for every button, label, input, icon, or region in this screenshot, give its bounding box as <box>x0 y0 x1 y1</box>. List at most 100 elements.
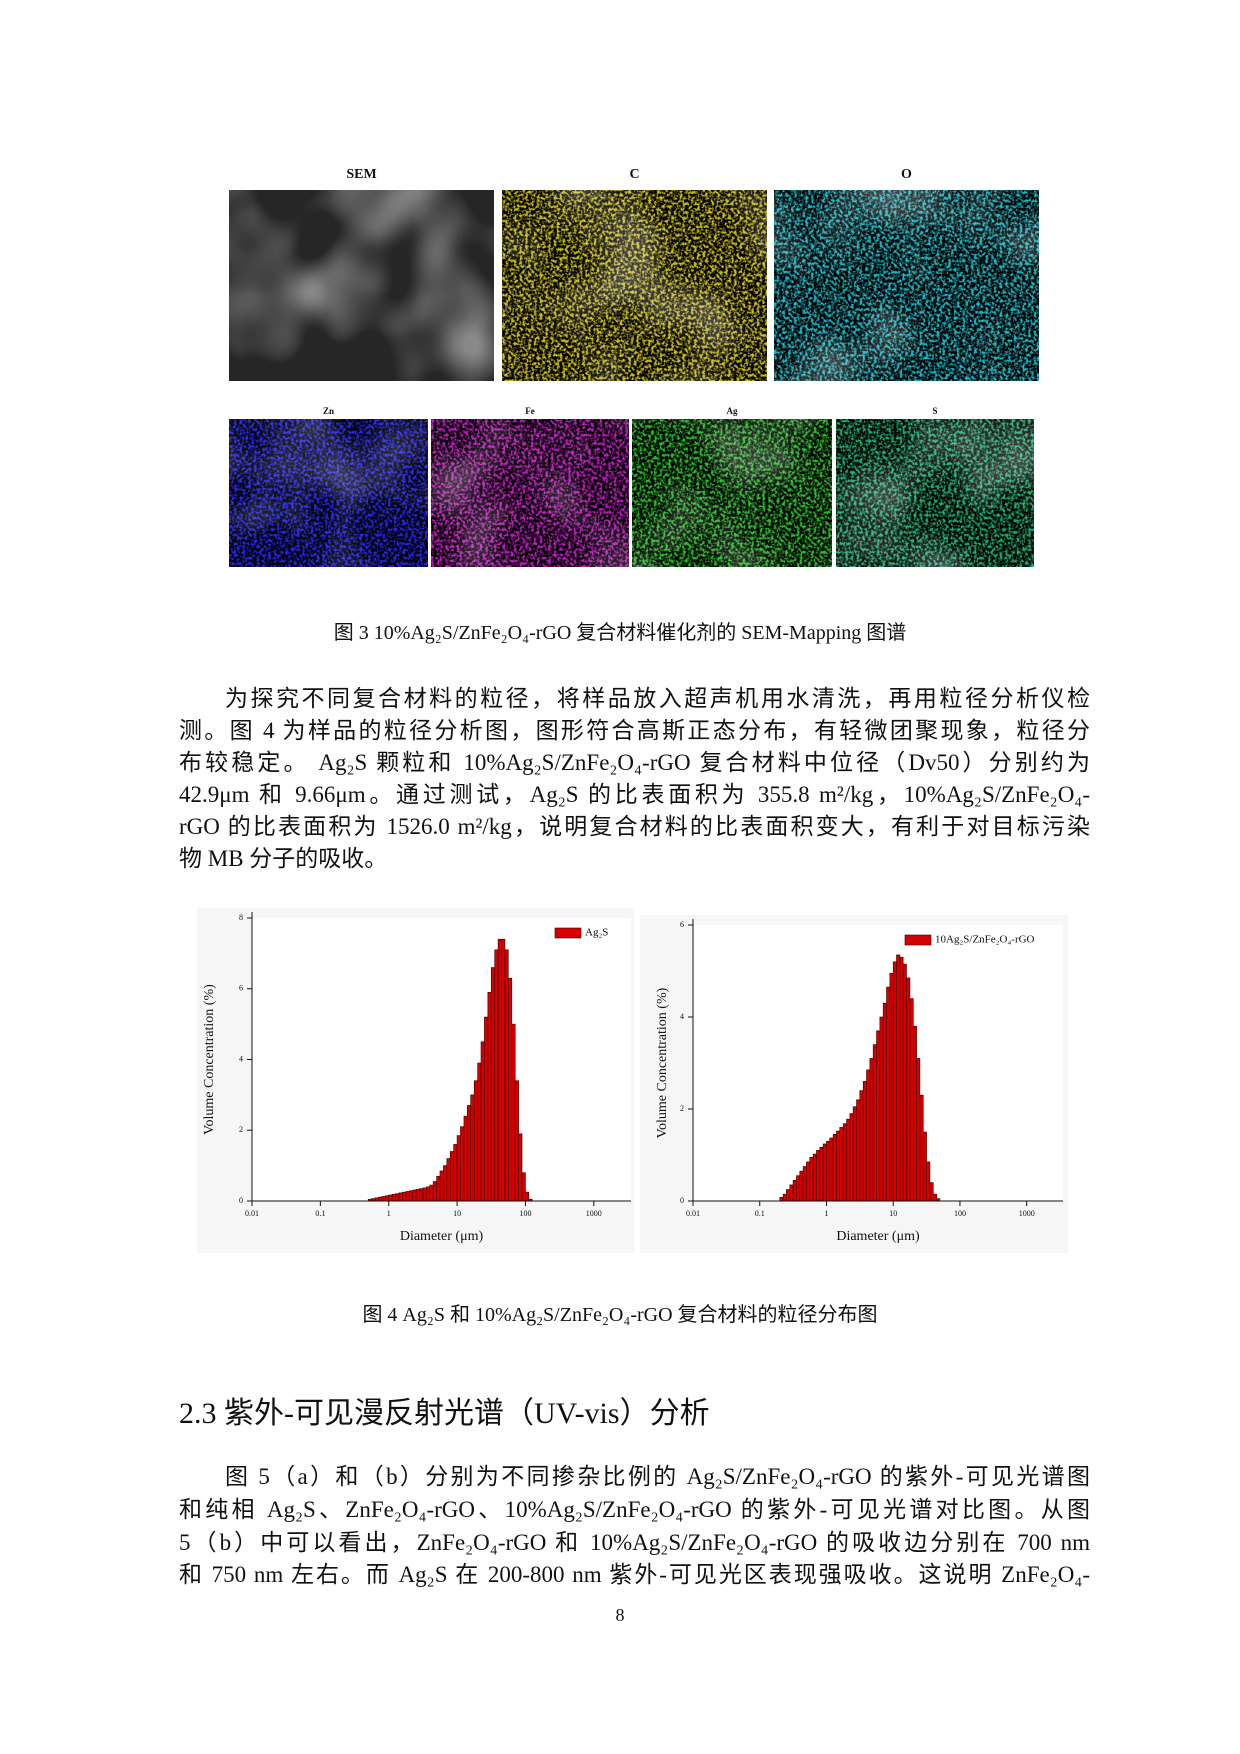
histogram-bar <box>395 1193 400 1202</box>
histogram-bar <box>862 1081 867 1202</box>
panel-label: Ag <box>727 406 738 416</box>
blobs <box>431 419 629 567</box>
histogram-bar <box>909 998 914 1202</box>
histogram-bar <box>926 1161 931 1202</box>
histogram-bar <box>415 1189 420 1202</box>
x-axis-label: Diameter (μm) <box>836 1229 920 1244</box>
x-tick-label: 1 <box>387 1209 391 1218</box>
histogram-bar <box>514 1080 519 1202</box>
histogram-bar <box>466 1105 471 1202</box>
histogram-bar <box>929 1182 934 1202</box>
histogram-bar <box>882 1002 887 1202</box>
histogram-bar <box>508 977 513 1202</box>
histogram-bar <box>484 1016 489 1202</box>
y-tick-label: 2 <box>680 1104 684 1113</box>
histogram-chart: Ag₂S 0 2 4 6 8 0.01 0.1 1 10 100 1000 Diameter (μm) V… <box>197 908 634 1253</box>
text-line: 和纯相 Ag₂S、ZnFe₂O₄-rGO、10%Ag₂S/ZnFe₂O₄-rGO… <box>179 1497 1090 1522</box>
y-axis-label: Volume Concentration (%) <box>202 984 217 1135</box>
panel-label: O <box>901 167 912 182</box>
histogram-bar <box>412 1189 417 1202</box>
histogram-bar <box>846 1118 851 1202</box>
histogram-chart: 10Ag₂S/ZnFe₂O₄-rGO 0 2 4 6 0.01 0.1 1 10 100 1000 D… <box>640 915 1068 1253</box>
map-speckle <box>229 419 428 567</box>
histogram-bar <box>832 1134 837 1202</box>
x-tick-label: 100 <box>519 1209 531 1218</box>
blobs <box>502 190 767 381</box>
histogram-bar <box>802 1166 807 1202</box>
section-heading: 2.3 紫外-可见漫反射光谱（UV-vis）分析 <box>179 1397 710 1430</box>
histogram-bar <box>782 1193 787 1202</box>
histogram-bar <box>501 938 506 1202</box>
panel-label: C <box>629 167 639 182</box>
histogram-bar <box>497 938 502 1202</box>
histogram-bar <box>922 1131 927 1202</box>
histogram-bar <box>869 1058 874 1202</box>
y-tick-label: 4 <box>239 1054 243 1063</box>
histogram-bar <box>525 1191 530 1202</box>
histogram-bar <box>906 977 911 1202</box>
text-line: 5（b）中可以看出，ZnFe₂O₄-rGO 和 10%Ag₂S/ZnFe₂O₄-… <box>179 1530 1090 1555</box>
text-line: 42.9μm 和 9.66μm。通过测试，Ag₂S 的比表面积为 355.8 m… <box>179 782 1090 807</box>
histogram-bar <box>398 1192 403 1202</box>
legend-label: 10Ag₂S/ZnFe₂O₄-rGO <box>935 934 1035 946</box>
text-line: 和 750 nm 左右。而 Ag₂S 在 200-800 nm 紫外-可见光区表… <box>179 1562 1090 1587</box>
legend-swatch <box>554 927 582 939</box>
blobs <box>229 419 428 567</box>
histogram-bar <box>919 1094 924 1202</box>
histogram-bar <box>456 1135 461 1202</box>
histogram-bar <box>786 1189 791 1202</box>
histogram-bar <box>889 972 894 1202</box>
histogram-bar <box>409 1190 413 1202</box>
histogram-bar <box>879 1016 884 1202</box>
plot-area <box>252 918 631 1201</box>
y-tick-label: 0 <box>680 1196 684 1205</box>
histogram-bar <box>913 1025 917 1202</box>
x-tick-label: 1 <box>824 1209 828 1218</box>
histogram-bar <box>422 1187 427 1202</box>
y-tick-label: 8 <box>239 913 243 922</box>
histogram-bar <box>819 1146 824 1202</box>
x-tick-label: 0.1 <box>755 1209 765 1218</box>
sem-mapping: SEM C O Zn Fe Ag S <box>229 167 1039 567</box>
x-tick-label: 0.1 <box>315 1209 325 1218</box>
x-tick-label: 10 <box>453 1209 461 1218</box>
histogram-bar <box>473 1080 478 1202</box>
histogram-bar <box>836 1130 841 1202</box>
text-line: 测。图 4 为样品的粒径分析图，图形符合高斯正态分布，有轻微团聚现象，粒径分 <box>179 718 1090 743</box>
histogram-bar <box>443 1165 448 1202</box>
panel-label: Fe <box>525 406 535 416</box>
histogram-bar <box>799 1170 804 1202</box>
map-speckle <box>632 419 832 567</box>
map-speckle <box>774 190 1039 381</box>
histogram-bar <box>419 1188 424 1202</box>
figure-caption: 图 3 10%Ag₂S/ZnFe₂O₄-rGO 复合材料催化剂的 SEM-Map… <box>333 622 907 644</box>
histogram-bar <box>826 1140 831 1202</box>
histogram-bar <box>816 1150 821 1202</box>
histogram-bar <box>932 1193 937 1202</box>
histogram-bar <box>490 967 495 1202</box>
histogram-bar <box>916 1058 921 1202</box>
x-axis-label: Diameter (μm) <box>400 1229 484 1244</box>
panel-label: SEM <box>346 167 376 182</box>
y-tick-label: 6 <box>680 920 684 929</box>
histogram-bar <box>812 1153 817 1202</box>
histogram-bar <box>866 1069 871 1202</box>
histogram-bar <box>789 1184 794 1202</box>
x-tick-label: 1000 <box>1019 1209 1035 1218</box>
histogram-bar <box>405 1191 410 1202</box>
histogram-bar <box>521 1172 526 1202</box>
histogram-bar <box>518 1133 523 1202</box>
y-tick-label: 0 <box>239 1196 243 1205</box>
x-tick-label: 0.01 <box>686 1209 700 1218</box>
histogram-bar <box>463 1115 468 1202</box>
histogram-bar <box>796 1175 801 1202</box>
histogram-bar <box>494 949 499 1202</box>
blobs <box>836 419 1034 567</box>
x-tick-label: 1000 <box>586 1209 602 1218</box>
blobs <box>774 190 1039 381</box>
histogram-bar <box>432 1181 437 1202</box>
histogram-bar <box>902 963 907 1202</box>
histogram-bar <box>859 1090 864 1202</box>
